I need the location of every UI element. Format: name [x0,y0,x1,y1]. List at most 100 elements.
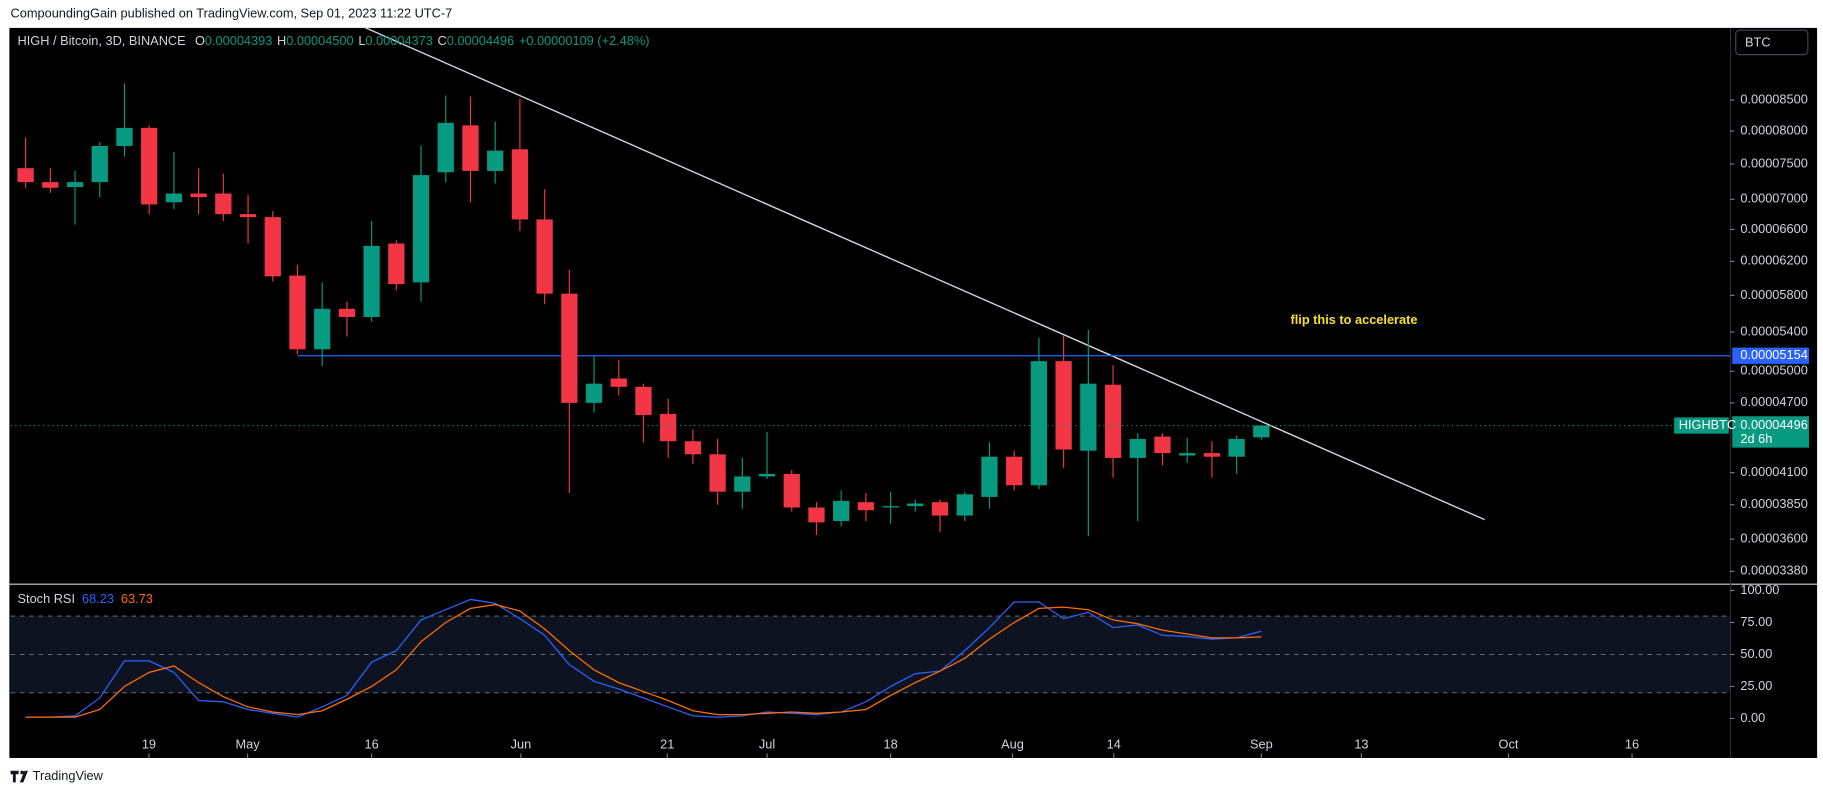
candle-body [734,476,751,492]
legend-change: +0.00000109 (+2.48%) [519,33,650,48]
legend-key: L [358,33,365,48]
candle-body [314,308,331,350]
candle-body [66,182,84,188]
candle-body [536,219,553,294]
x-tick-label: Aug [1001,737,1024,752]
x-tick-label: Jun [511,737,532,752]
candle-body [1203,453,1221,457]
legend-value: 0.00004373 [365,33,432,48]
stoch-value: 68.23 [82,591,114,606]
y-tick-label: 0.00 [1740,710,1765,725]
level-label: 0.00005154 [1740,347,1807,362]
symbol-label: HIGHBTC [1679,417,1736,432]
price-pane [10,27,1730,537]
x-tick-label: 16 [365,737,379,752]
candle-body [264,217,281,277]
candle-body [931,502,949,516]
y-tick-label: 0.00007500 [1740,155,1807,170]
y-tick-label: 0.00006600 [1740,221,1807,236]
y-tick-label: 0.00005400 [1740,323,1807,338]
y-tick-label: 0.00005800 [1740,287,1807,302]
candle-body [338,308,356,318]
candle-body [437,122,454,173]
x-tick-label: Sep [1250,737,1273,752]
candle-body [462,125,479,171]
x-tick-label: 18 [884,737,898,752]
candle-body [610,378,627,387]
countdown: 2d 6h [1740,431,1772,446]
publisher: CompoundingGain published on TradingView… [11,5,453,20]
legend-value: 0.00004500 [286,33,353,48]
candle-body [561,293,578,403]
legend-value: 0.00004393 [205,33,272,48]
x-tick-label: Oct [1499,737,1519,752]
candle-body [956,494,973,516]
candle-body [1253,425,1270,438]
stoch-line [25,598,1262,718]
candle-body [907,503,924,507]
trend-line [364,27,1485,521]
candle-body [808,507,825,523]
y-tick-label: 0.00007000 [1740,191,1807,206]
stoch-pane [10,598,1730,718]
x-tick-label: 13 [1354,737,1368,752]
y-tick-label: 0.00008000 [1740,122,1807,137]
y-tick-label: 0.00004100 [1740,464,1807,479]
symbol-box[interactable] [1735,29,1809,56]
footer-logo [10,770,28,783]
candle-body [17,168,34,183]
footer: TradingView [33,768,104,783]
legend-value: 0.00004496 [447,33,514,48]
candle-body [511,149,529,220]
candle-body [412,175,430,283]
candle-body [1228,438,1245,457]
x-tick-label: 14 [1107,737,1121,752]
stoch-value: 63.73 [121,591,153,606]
candle-body [363,245,380,318]
candle-body [981,456,998,497]
x-tick-label: 16 [1625,737,1639,752]
candle-body [585,383,603,403]
legend-key: C [438,33,447,48]
y-tick-label: 0.00006200 [1740,253,1807,268]
last-price-label: 0.00004496 [1740,417,1807,432]
symbol-label-box [1674,417,1729,434]
candle-body [684,441,702,455]
candle-body [289,275,306,350]
x-tick-label: May [235,737,260,752]
candle-body [1055,361,1072,450]
candle-body [165,193,183,203]
candle-body [635,386,652,415]
axes: 0.00003380 0.00003600 0.00003850 0.00004100… [18,33,1809,758]
level-label-box [1732,347,1809,364]
candle-body [91,145,108,183]
y-tick-label: 100.00 [1740,582,1779,597]
candle-body [141,127,158,205]
legend: HIGH / Bitcoin, 3D, BINANCE O0.00004393 H0… [18,33,650,48]
y-tick-label: 50.00 [1740,646,1772,661]
y-tick-label: 0.00003600 [1740,530,1807,545]
legend-key: O [195,33,205,48]
candle-body [42,182,59,188]
x-tick-label: 21 [660,737,674,752]
candle-body [833,500,850,521]
y-tick-label: 0.00005000 [1740,363,1807,378]
candle-body [190,193,207,198]
x-tick-label: Jul [759,737,775,752]
candle-body [1104,384,1122,458]
candle-body [1030,361,1048,486]
candle-body [758,473,776,477]
x-tick-label: 19 [142,737,156,752]
symbol-box-label: BTC [1745,34,1771,49]
candle-body [215,193,232,215]
candle-body [1006,456,1023,486]
candle-body [1129,438,1146,458]
candle-body [882,506,899,508]
candle-body [1080,383,1097,451]
stoch-line [25,603,1262,718]
y-tick-label: 0.00003850 [1740,496,1807,511]
stoch-legend: Stoch RSI 68.23 63.73 [18,591,153,606]
candle-body [388,243,405,285]
legend-key: H [277,33,286,48]
